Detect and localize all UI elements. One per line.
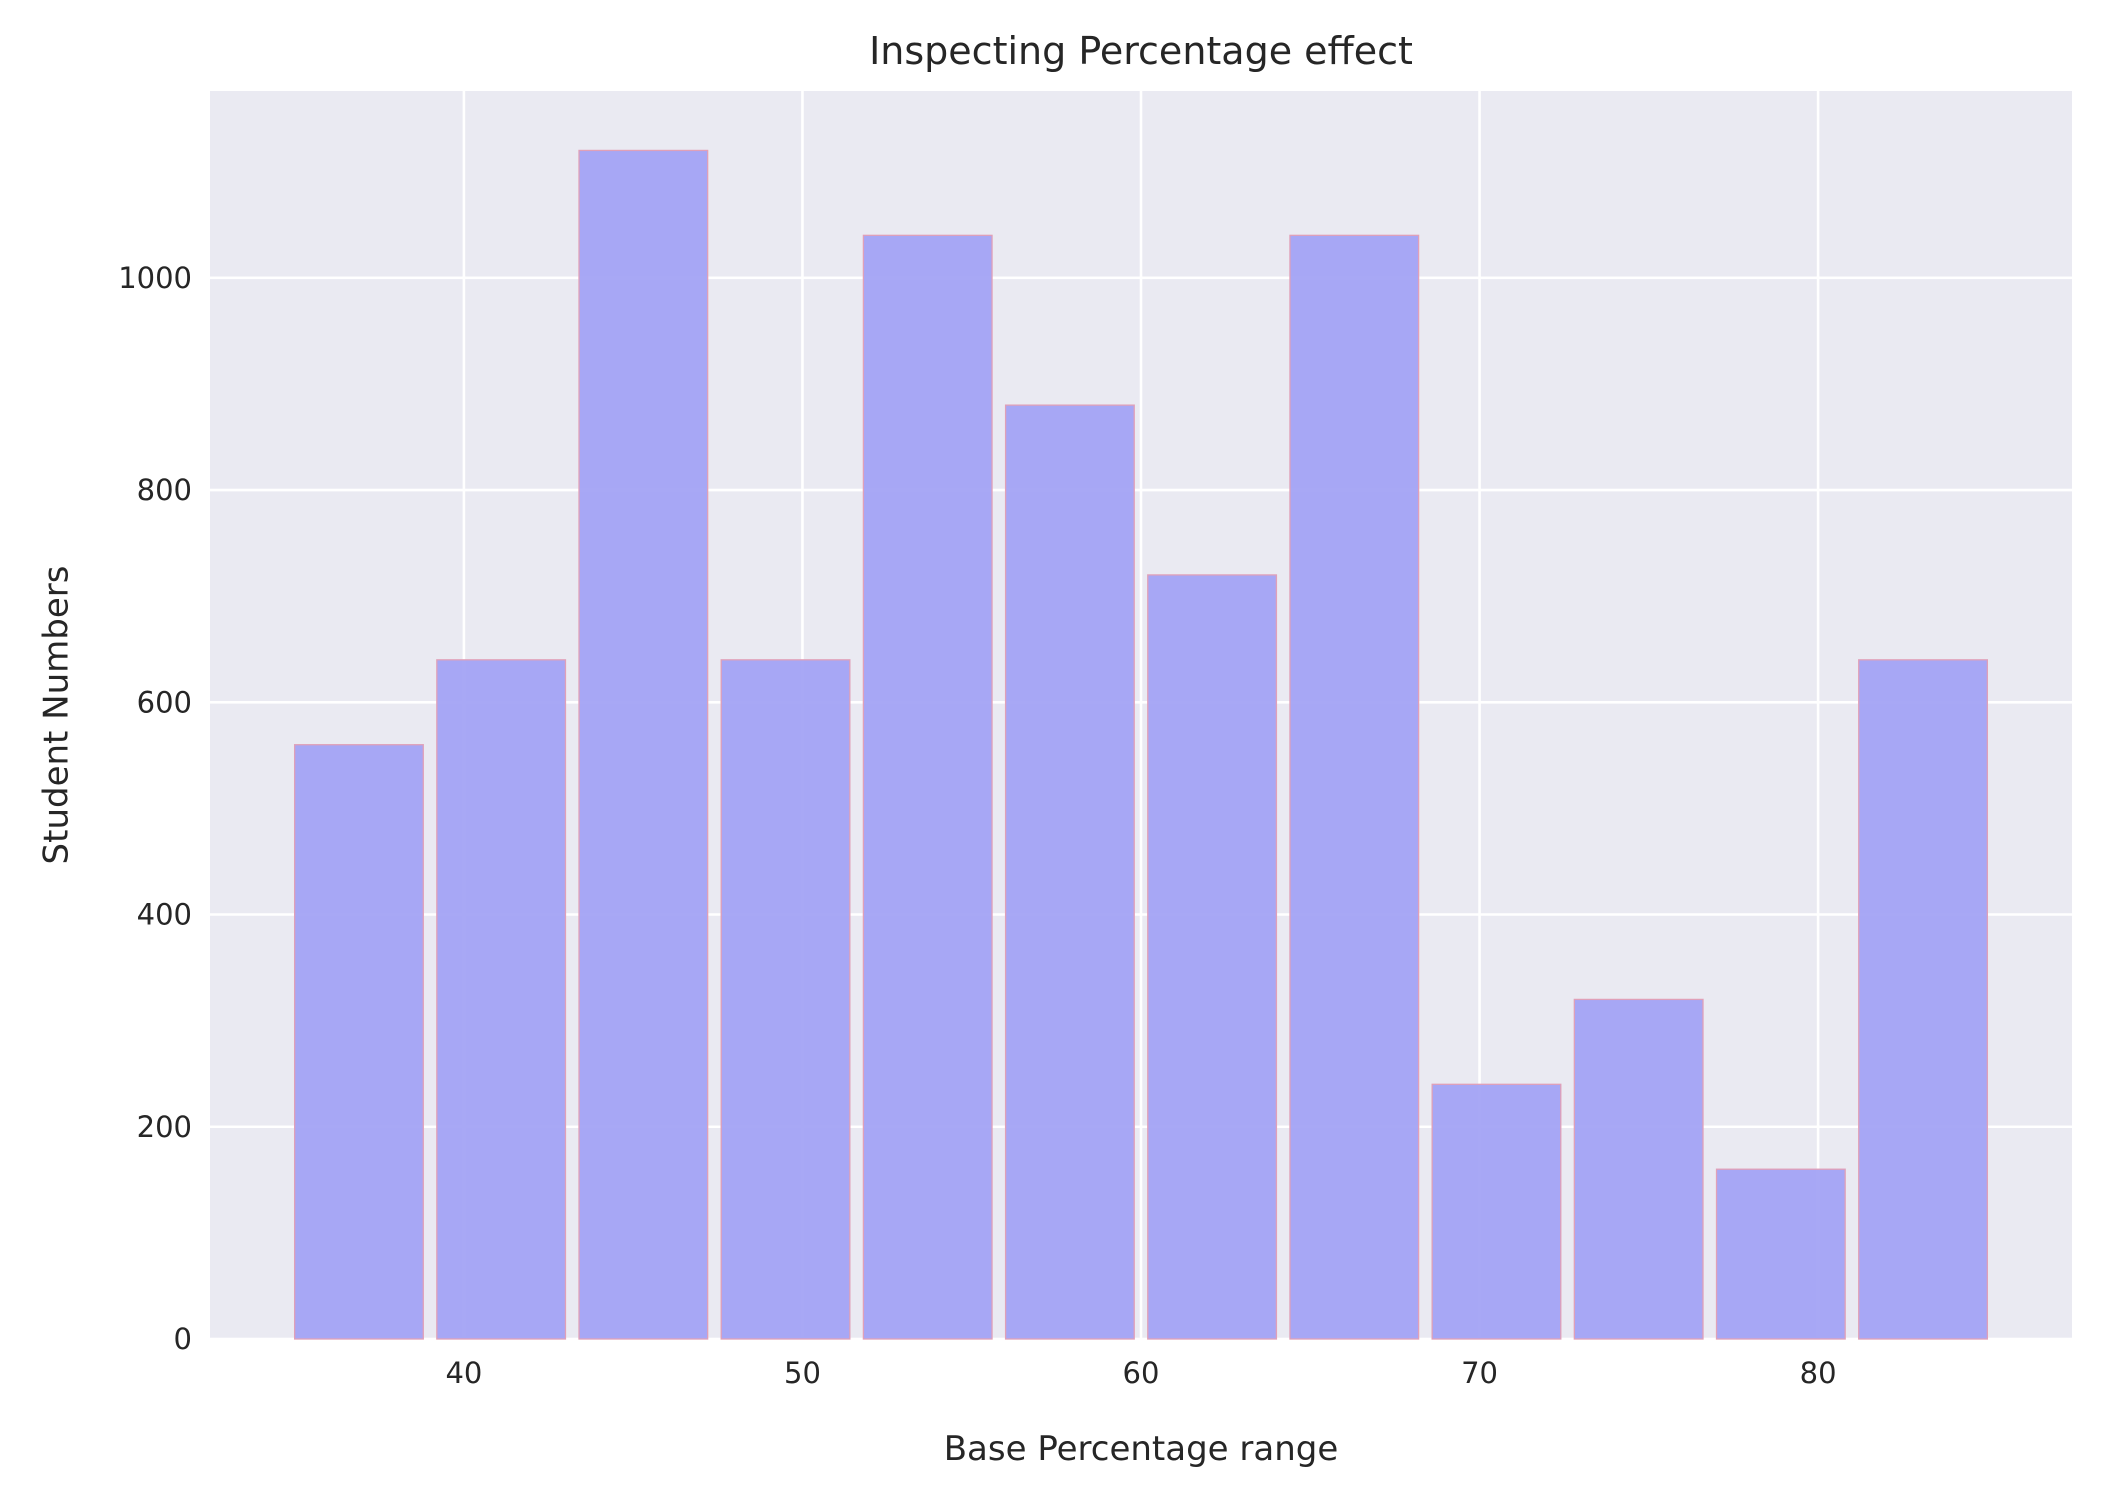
histogram-bar (1147, 574, 1278, 1340)
x-tick-label: 60 (1123, 1356, 1160, 1390)
x-tick-labels: 40 50 60 70 80 (445, 1356, 1836, 1390)
bars (293, 149, 1989, 1340)
x-tick-label: 50 (784, 1356, 821, 1390)
histogram-bar (578, 149, 709, 1340)
chart-title: Inspecting Percentage effect (869, 29, 1413, 73)
histogram-bar (1289, 234, 1420, 1340)
y-tick-label: 0 (174, 1322, 192, 1356)
histogram-bar (862, 234, 993, 1340)
y-tick-label: 1000 (118, 261, 192, 295)
y-tick-label: 200 (137, 1110, 192, 1144)
x-tick-label: 70 (1461, 1356, 1498, 1390)
histogram-bar (1431, 1083, 1562, 1340)
histogram-bar (436, 659, 567, 1340)
histogram-bar (720, 659, 851, 1340)
histogram-bar (1715, 1168, 1846, 1340)
histogram-bar (1004, 404, 1135, 1340)
histogram-bar (293, 744, 424, 1340)
x-axis-label: Base Percentage range (944, 1429, 1339, 1469)
y-tick-label: 600 (137, 685, 192, 719)
y-tick-label: 400 (137, 898, 192, 932)
histogram-bar (1573, 998, 1704, 1340)
y-tick-label: 800 (137, 473, 192, 507)
x-tick-label: 80 (1800, 1356, 1837, 1390)
y-tick-labels: 0 200 400 600 800 1000 (118, 261, 192, 1356)
y-axis-label: Student Numbers (37, 566, 77, 865)
x-tick-label: 40 (445, 1356, 482, 1390)
histogram-bar (1858, 659, 1989, 1340)
